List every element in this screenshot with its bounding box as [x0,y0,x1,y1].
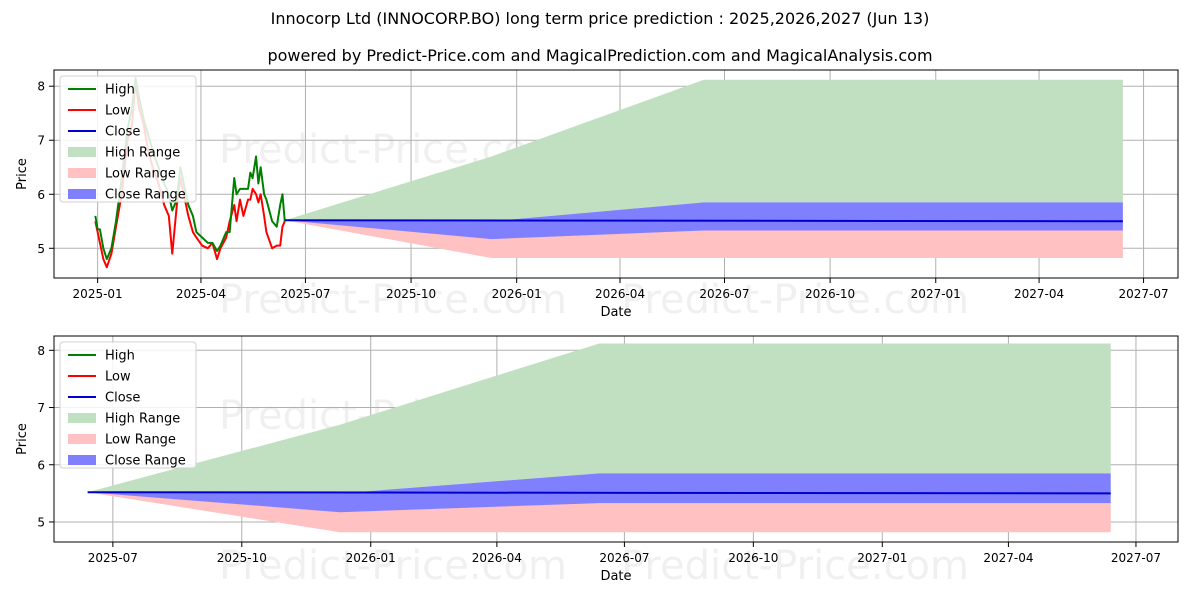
plot-area [54,336,1178,542]
x-tick-label: 2025-10 [386,287,436,301]
x-tick-label: 2025-10 [217,551,267,565]
x-tick-label: 2026-07 [699,287,749,301]
x-tick-label: 2027-01 [857,551,907,565]
legend-swatch-high-range [68,413,96,423]
x-tick-label: 2026-01 [492,287,542,301]
legend-label-close-range: Close Range [105,188,186,203]
legend-swatch-low-range [68,434,96,444]
y-tick-label: 7 [37,134,45,148]
legend-label-high-range: High Range [105,146,180,161]
x-tick-label: 2027-07 [1111,551,1161,565]
y-tick-label: 6 [37,188,45,202]
x-tick-label: 2025-07 [88,551,138,565]
legend-label-high: High [105,83,135,98]
x-tick-label: 2026-10 [728,551,778,565]
plot-area [54,70,1178,278]
x-tick-label: 2026-01 [346,551,396,565]
legend-label-low-range: Low Range [105,433,176,448]
y-axis-label: Price [15,423,30,455]
x-tick-label: 2026-04 [472,551,522,565]
x-tick-label: 2027-01 [911,287,961,301]
y-tick-label: 8 [37,344,45,358]
legend-label-close-range: Close Range [105,454,186,469]
legend: High Low Close High Range Low Range Close Ran… [60,342,196,469]
legend-swatch-high-range [68,147,96,157]
legend-label-high-range: High Range [105,412,180,427]
legend-label-low: Low [105,104,131,119]
close-line [88,492,1111,493]
y-tick-label: 6 [37,458,45,472]
close-line [285,220,1123,221]
y-tick-label: 8 [37,80,45,94]
x-tick-label: 2025-07 [280,287,330,301]
legend-label-low-range: Low Range [105,167,176,182]
legend-label-low: Low [105,370,131,385]
x-tick-label: 2027-04 [1014,287,1064,301]
x-tick-label: 2026-04 [595,287,645,301]
legend-swatch-close-range [68,455,96,465]
x-tick-label: 2025-04 [176,287,226,301]
x-tick-label: 2027-07 [1118,287,1168,301]
x-tick-label: 2025-01 [73,287,123,301]
legend: High Low Close High Range Low Range Close Ran… [60,76,196,203]
y-tick-label: 5 [37,515,45,529]
chart-panel-2: Predict-Price.comPredict-Price.comPredic… [15,336,1178,589]
legend-label-close: Close [105,391,140,406]
watermark-text: Predict-Price.com [621,543,969,589]
x-axis-label: Date [600,569,631,584]
legend-label-high: High [105,349,135,364]
legend-swatch-low-range [68,168,96,178]
x-tick-label: 2027-04 [983,551,1033,565]
x-axis-label: Date [600,305,631,320]
x-tick-label: 2026-07 [599,551,649,565]
y-tick-label: 7 [37,401,45,415]
legend-swatch-close-range [68,189,96,199]
y-axis-label: Price [15,158,30,190]
y-tick-label: 5 [37,242,45,256]
x-tick-label: 2026-10 [805,287,855,301]
legend-label-close: Close [105,125,140,140]
watermark-text: Predict-Price.com [219,543,567,589]
